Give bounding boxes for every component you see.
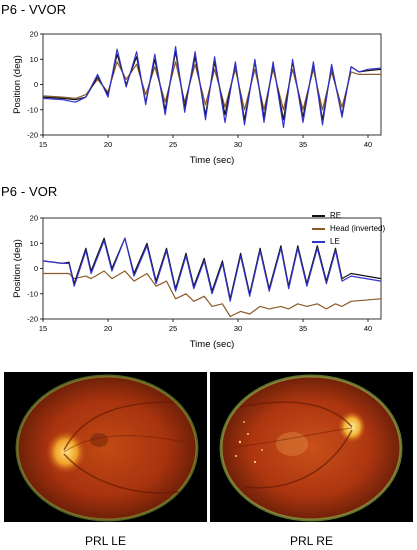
legend-swatch-re (312, 214, 325, 217)
y-tick-label: 10 (30, 239, 38, 248)
y-tick-label: 20 (30, 214, 38, 223)
x-tick-label: 25 (169, 324, 177, 333)
x-tick-label: 40 (364, 324, 372, 333)
x-tick-label: 20 (104, 140, 112, 149)
legend-label-le: LE (330, 237, 340, 246)
fundus-image-left-eye (4, 372, 207, 522)
x-tick-label: 40 (364, 140, 372, 149)
x-tick-label: 15 (39, 324, 47, 333)
x-tick-label: 35 (299, 324, 307, 333)
chart-vvor: 15 20 25 30 35 40 -20 -10 0 10 20 Time (sec) Positio… (12, 30, 382, 166)
y-tick-label: 0 (34, 264, 38, 273)
x-tick-label: 20 (104, 324, 112, 333)
legend-item-re: RE (312, 209, 385, 222)
fundus-image-right-eye (210, 372, 413, 522)
legend-swatch-le (312, 240, 325, 243)
panel-title-vor: P6 - VOR (1, 184, 58, 199)
y-tick-label: -20 (27, 131, 38, 140)
y-axis-label: Position (deg) (12, 239, 23, 298)
chart-legend: RE Head (inverted) LE (312, 209, 385, 248)
series-line-le (42, 46, 382, 129)
legend-swatch-head (312, 227, 325, 230)
legend-item-head: Head (inverted) (312, 222, 385, 235)
legend-label-re: RE (330, 211, 342, 220)
x-tick-label: 15 (39, 140, 47, 149)
x-tick-label: 30 (234, 140, 242, 149)
x-tick-label: 25 (169, 140, 177, 149)
series-line-le (42, 237, 382, 302)
x-axis-label: Time (sec) (190, 155, 235, 166)
y-tick-label: 20 (30, 30, 38, 39)
panel-title-vvor: P6 - VVOR (1, 2, 67, 17)
y-tick-label: -10 (27, 105, 38, 114)
y-tick-label: 0 (34, 80, 38, 89)
caption-prl-re: PRL RE (290, 534, 333, 548)
x-tick-label: 30 (234, 324, 242, 333)
x-tick-label: 35 (299, 140, 307, 149)
fundus-photo-le (15, 374, 199, 522)
legend-label-head: Head (inverted) (330, 224, 386, 233)
y-tick-label: -10 (27, 289, 38, 298)
series-line-head (43, 270, 382, 318)
series-line-re (42, 51, 382, 121)
chart-vor: 15 20 25 30 35 40 -20 -10 0 10 20 Time (sec) Positio… (12, 214, 382, 350)
y-tick-label: -20 (27, 315, 38, 324)
caption-prl-le: PRL LE (85, 534, 126, 548)
y-axis-label: Position (deg) (12, 55, 23, 114)
x-axis-label: Time (sec) (190, 339, 235, 350)
y-tick-label: 10 (30, 55, 38, 64)
legend-item-le: LE (312, 235, 385, 248)
fundus-photo-re (219, 374, 403, 522)
